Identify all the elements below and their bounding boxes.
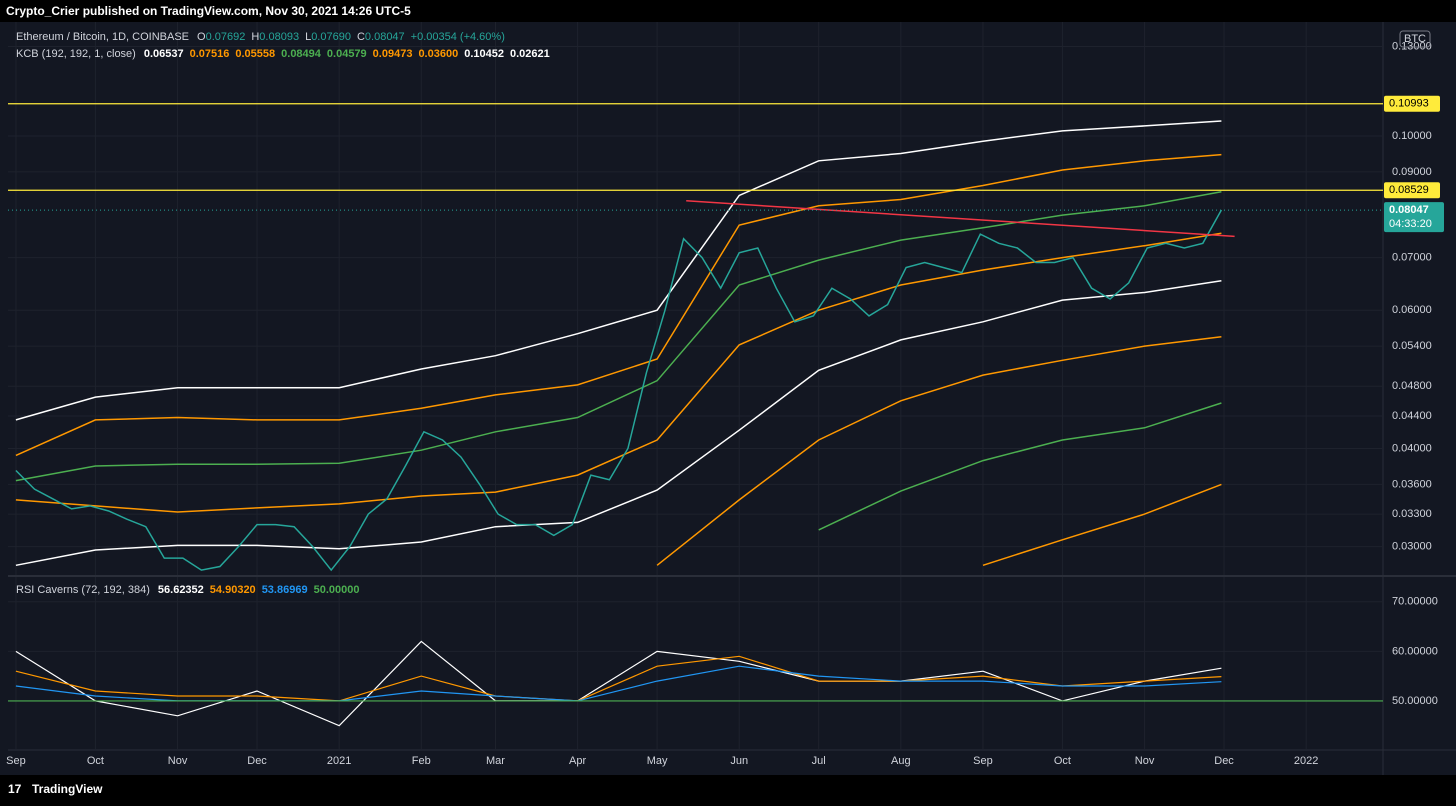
y-tick-label: 0.04000 bbox=[1392, 442, 1432, 454]
overlay: Sep Oct Nov Dec 2021 Feb Mar Apr May Jun Jul Aug Sep… bbox=[6, 30, 1444, 767]
x-tick-label: Oct bbox=[87, 755, 104, 767]
legend-text: 54.90320 bbox=[210, 584, 256, 596]
keltner-band bbox=[15, 191, 1222, 482]
last-price-tag bbox=[1384, 202, 1444, 233]
legend-text: 0.03600 bbox=[418, 48, 458, 60]
price-tag bbox=[1384, 95, 1440, 112]
keltner-band bbox=[15, 120, 1222, 421]
legend-text: 0.07690 bbox=[311, 31, 351, 43]
price-line bbox=[15, 209, 1223, 572]
x-tick-label: Oct bbox=[1054, 755, 1071, 767]
legend-text: 0.05558 bbox=[235, 48, 275, 60]
keltner-band bbox=[656, 336, 1222, 566]
legend-text: C bbox=[357, 31, 365, 43]
keltner-band bbox=[15, 153, 1222, 457]
keltner-band bbox=[818, 402, 1222, 531]
y-tick-label: 0.04800 bbox=[1392, 380, 1432, 392]
unit-box bbox=[1399, 30, 1431, 48]
countdown: 04:33:20 bbox=[1389, 218, 1432, 230]
keltner-band bbox=[15, 280, 1222, 567]
y-tick-label: 0.06000 bbox=[1392, 304, 1432, 316]
x-tick-label: Feb bbox=[412, 755, 431, 767]
x-tick-label: 2021 bbox=[327, 755, 351, 767]
x-tick-label: 2022 bbox=[1294, 755, 1318, 767]
rsi-line bbox=[15, 655, 1222, 702]
bottom-bar bbox=[0, 775, 1456, 806]
x-tick-label: Aug bbox=[891, 755, 911, 767]
y-tick-label: 60.00000 bbox=[1392, 645, 1438, 657]
main-plot bbox=[8, 22, 1383, 575]
legend-text: 0.08093 bbox=[259, 31, 299, 43]
legend-text: O bbox=[197, 31, 206, 43]
legend-text: 0.07516 bbox=[190, 48, 230, 60]
legend-text: H bbox=[251, 31, 259, 43]
price-tag-label: 0.08529 bbox=[1389, 184, 1429, 196]
x-tick-label: Apr bbox=[569, 755, 586, 767]
brand: TradingView bbox=[32, 782, 103, 796]
rsi-plot bbox=[8, 577, 1383, 749]
x-tick-label: Dec bbox=[247, 755, 267, 767]
publish-title: Crypto_Crier published on TradingView.co… bbox=[6, 4, 411, 18]
keltner-band bbox=[982, 483, 1222, 567]
brand-logo: 17 bbox=[8, 782, 22, 796]
x-tick-label: Mar bbox=[486, 755, 505, 767]
legend-text: L bbox=[305, 31, 311, 43]
y-tick-label: 0.03000 bbox=[1392, 540, 1432, 552]
y-tick-label: 0.09000 bbox=[1392, 166, 1432, 178]
legend-text: +0.00354 (+4.60%) bbox=[411, 31, 505, 43]
legend-text: 50.00000 bbox=[314, 584, 360, 596]
legend-text: 0.04579 bbox=[327, 48, 367, 60]
x-tick-label: Jul bbox=[812, 755, 826, 767]
legend-text: 0.09473 bbox=[373, 48, 413, 60]
y-tick-label: 0.04400 bbox=[1392, 410, 1432, 422]
legend-text: RSI Caverns (72, 192, 384) bbox=[16, 584, 150, 596]
y-tick-label: 0.05400 bbox=[1392, 340, 1432, 352]
x-tick-label: Jun bbox=[730, 755, 748, 767]
y-tick-label: 0.13000 bbox=[1392, 40, 1432, 52]
x-tick-label: Nov bbox=[1135, 755, 1155, 767]
x-tick-label: Sep bbox=[6, 755, 26, 767]
legend-text: 0.02621 bbox=[510, 48, 550, 60]
legend-text: 0.07692 bbox=[206, 31, 246, 43]
price-tag-label: 0.10993 bbox=[1389, 98, 1429, 110]
legend-text: 0.10452 bbox=[464, 48, 504, 60]
x-tick-label: Sep bbox=[973, 755, 993, 767]
legend-text: KCB (192, 192, 1, close) bbox=[16, 48, 136, 60]
legend-text: 0.08047 bbox=[365, 31, 405, 43]
legend-text: Ethereum / Bitcoin, 1D, COINBASE bbox=[16, 31, 189, 43]
y-tick-label: 50.00000 bbox=[1392, 695, 1438, 707]
y-tick-label: 0.10000 bbox=[1392, 130, 1432, 142]
rsi-line bbox=[15, 640, 1222, 727]
last-price-label: 0.08047 bbox=[1389, 204, 1429, 216]
trendline bbox=[686, 200, 1235, 238]
y-tick-label: 0.07000 bbox=[1392, 252, 1432, 264]
legend-text: 53.86969 bbox=[262, 584, 308, 596]
legend-text: 56.62352 bbox=[158, 584, 204, 596]
y-tick-label: 0.03300 bbox=[1392, 508, 1432, 520]
legend-text: 0.08494 bbox=[281, 48, 322, 60]
keltner-band bbox=[15, 232, 1222, 513]
y-tick-label: 0.03600 bbox=[1392, 478, 1432, 490]
x-tick-label: Dec bbox=[1214, 755, 1234, 767]
x-tick-label: Nov bbox=[168, 755, 188, 767]
y-tick-label: 70.00000 bbox=[1392, 596, 1438, 608]
price-tag bbox=[1384, 182, 1440, 199]
x-tick-label: May bbox=[647, 755, 668, 767]
legend-text: 0.06537 bbox=[144, 48, 184, 60]
unit-label: BTC bbox=[1404, 33, 1426, 45]
top-bar bbox=[0, 0, 1456, 22]
